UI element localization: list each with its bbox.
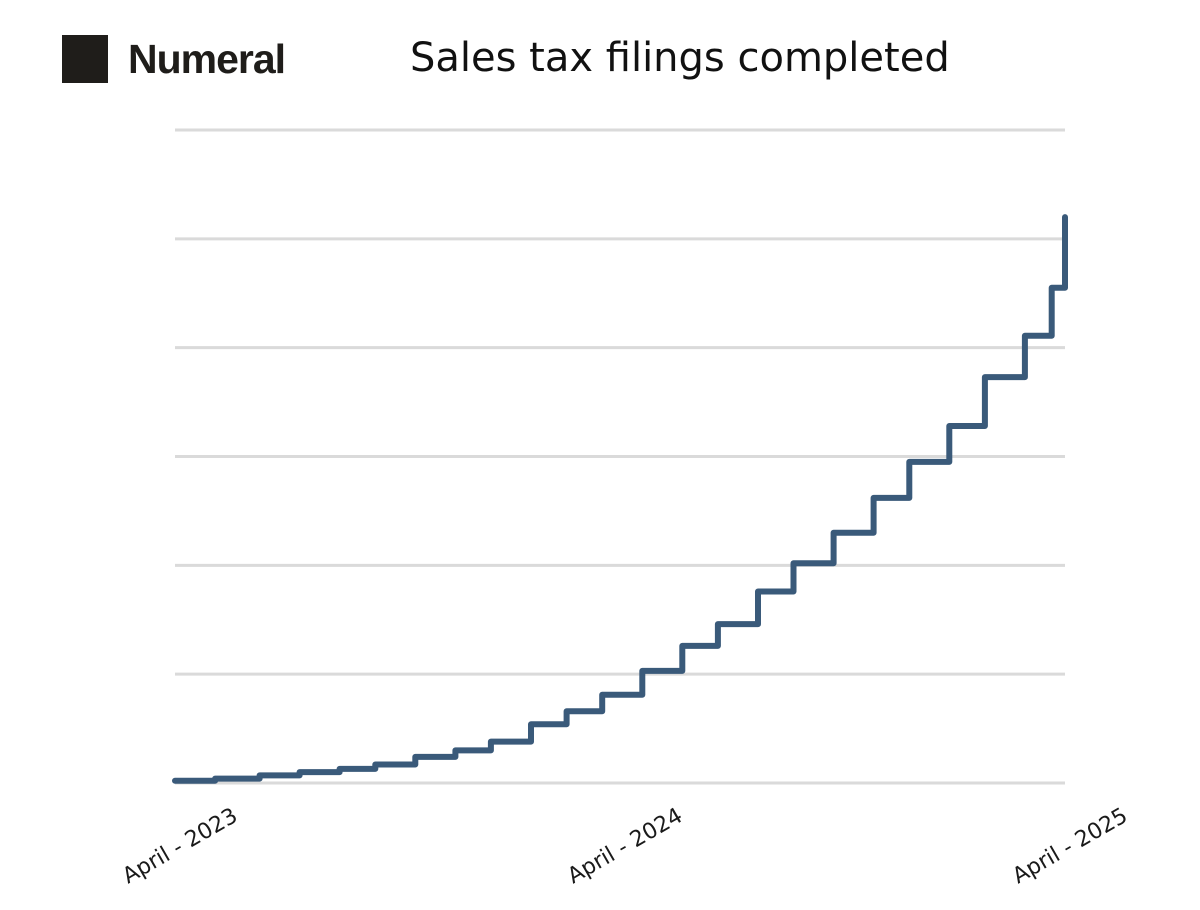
x-tick-label: April - 2024 [564,803,688,889]
chart-title: Sales tax filings completed [410,35,950,81]
series-line-group [172,214,1068,784]
x-tick-label: April - 2023 [119,803,243,889]
gridlines [175,128,1065,785]
x-axis-tick-labels: April - 2023 April - 2024 April - 2025 [119,803,1133,889]
brand-name: Numeral [128,35,286,82]
brand: Numeral [62,34,286,84]
series-line [172,214,1068,784]
numeral-logo-icon [62,35,108,83]
x-tick-label: April - 2025 [1009,803,1133,889]
